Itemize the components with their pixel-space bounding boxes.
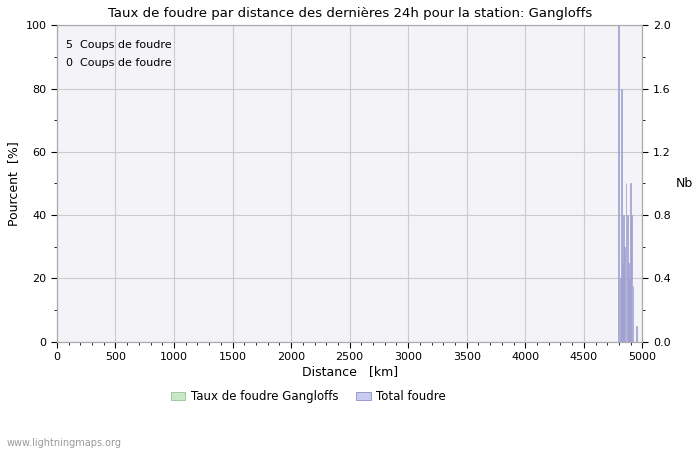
Bar [620,279,621,342]
X-axis label: Distance   [km]: Distance [km] [302,365,398,378]
Y-axis label: Nb: Nb [676,177,693,190]
Bar [623,215,624,342]
Bar [626,184,627,342]
Bar [619,25,620,342]
Bar [631,215,632,342]
Bar [626,215,628,342]
Bar [636,326,637,342]
Title: Taux de foudre par distance des dernières 24h pour la station: Gangloffs: Taux de foudre par distance des dernière… [108,7,592,20]
Text: 5  Coups de foudre: 5 Coups de foudre [66,40,172,50]
Text: www.lightningmaps.org: www.lightningmaps.org [7,438,122,448]
Bar [622,262,623,342]
Bar [621,89,622,342]
Bar [633,286,634,342]
Bar [624,247,625,342]
Y-axis label: Pourcent  [%]: Pourcent [%] [7,141,20,226]
Text: 0  Coups de foudre: 0 Coups de foudre [66,58,172,68]
Legend: Taux de foudre Gangloffs, Total foudre: Taux de foudre Gangloffs, Total foudre [167,386,451,408]
Bar [630,184,631,342]
Bar [629,279,630,342]
Bar [628,262,629,342]
